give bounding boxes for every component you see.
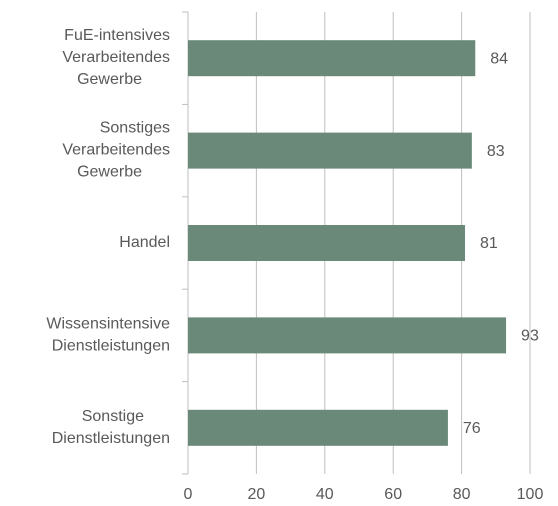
bar: [188, 317, 507, 354]
bar: [188, 132, 472, 169]
x-tick-label: 20: [248, 486, 266, 503]
x-tick-label: 0: [184, 486, 193, 503]
value-label: 76: [463, 420, 481, 437]
y-tick-label: Sonstiges Verarbeitendes Gewerbe: [62, 120, 170, 181]
y-tick-label: Wissensintensive Dienstleistungen: [46, 316, 170, 355]
x-tick-label: 100: [517, 486, 544, 503]
x-tick-label: 40: [316, 486, 334, 503]
value-label: 84: [490, 50, 508, 67]
value-label: 93: [521, 328, 539, 345]
y-tick-label: Sonstige Dienstleistungen: [52, 408, 170, 447]
x-tick-label: 60: [384, 486, 402, 503]
bar: [188, 40, 476, 77]
x-tick-label: 80: [453, 486, 471, 503]
y-tick-label: FuE-intensives Verarbeitendes Gewerbe: [62, 27, 170, 88]
bar: [188, 409, 448, 446]
value-label: 81: [480, 235, 498, 252]
y-tick-label: Handel: [119, 234, 170, 251]
value-label: 83: [487, 143, 505, 160]
bar: [188, 225, 466, 261]
